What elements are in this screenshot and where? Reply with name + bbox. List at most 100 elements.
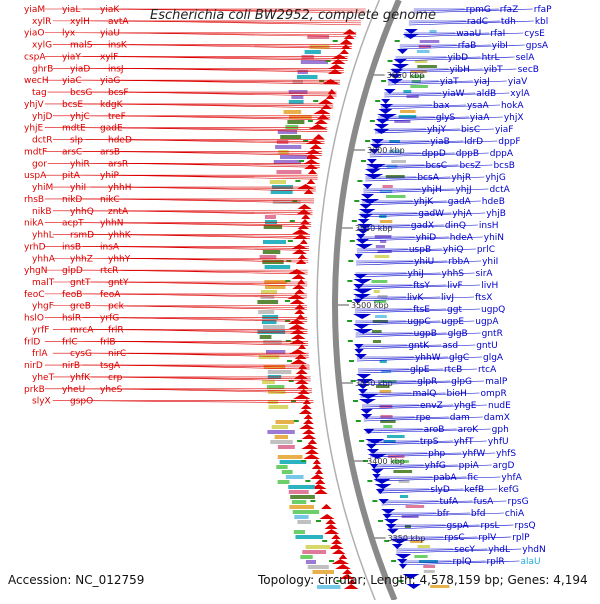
gene-label: bcsC	[425, 161, 447, 171]
forward-strand-feature	[338, 554, 348, 559]
annotation-block	[379, 360, 387, 363]
forward-strand-feature	[327, 89, 337, 94]
annotation-block	[294, 515, 309, 519]
gene-label: yhjE	[24, 124, 44, 134]
leader-line	[404, 32, 490, 36]
gene-label: hokA	[501, 101, 524, 111]
tick-dash	[359, 440, 365, 442]
leader-line	[363, 416, 449, 420]
leader-line	[120, 151, 323, 156]
reverse-strand-feature	[381, 509, 396, 514]
forward-strand-feature	[287, 269, 306, 274]
annotation-block	[376, 385, 390, 388]
gene-label: malP	[485, 377, 508, 387]
tick-dash	[398, 580, 404, 582]
gene-label: ugpA	[475, 317, 499, 327]
leader-line	[120, 269, 308, 275]
reverse-strand-feature	[373, 479, 391, 484]
tick-dash	[313, 100, 319, 102]
annotation-block	[394, 120, 411, 123]
tick-dash	[355, 420, 361, 422]
annotation-block	[379, 220, 393, 223]
annotation-block	[377, 250, 392, 253]
gene-label: malT	[32, 278, 55, 288]
gene-label: yrhD	[24, 242, 46, 252]
leader-line	[395, 56, 481, 60]
gene-label: dppD	[422, 149, 446, 159]
annotation-block	[423, 565, 436, 568]
gene-label: pck	[108, 302, 125, 312]
gene-label: cysE	[524, 29, 545, 39]
forward-strand-feature	[298, 364, 308, 369]
tick-dash	[319, 80, 325, 82]
leader-line	[380, 104, 500, 110]
tick-dash	[353, 400, 358, 402]
leader-line	[365, 176, 451, 180]
annotation-block	[295, 535, 323, 539]
forward-strand-feature	[297, 279, 306, 284]
reverse-strand-feature	[373, 129, 390, 134]
leader-line	[372, 464, 492, 470]
forward-strand-feature	[324, 524, 338, 529]
tick-dash	[303, 140, 309, 142]
leader-line	[120, 246, 310, 251]
forward-strand-feature	[316, 114, 330, 119]
gene-label: pitA	[62, 171, 81, 181]
annotation-block	[273, 160, 302, 164]
leader-line	[82, 198, 315, 202]
forward-strand-feature	[343, 584, 359, 589]
forward-strand-feature	[328, 64, 344, 69]
left-gene-labels: yiaM yiaL yiaK xylR xylH avtA yiaO lyx yiaU xylG m…	[24, 5, 366, 407]
annotation-block	[415, 60, 428, 63]
annotation-block	[377, 295, 388, 298]
leader-line	[408, 20, 534, 26]
leader-line	[90, 400, 314, 403]
reverse-strand-feature	[397, 49, 408, 54]
forward-strand-feature	[320, 104, 332, 109]
forward-strand-feature	[294, 304, 305, 309]
forward-strand-feature	[293, 394, 311, 399]
annotation-block	[430, 585, 450, 588]
leader-line	[391, 68, 517, 74]
gene-label: yhjK	[414, 197, 435, 207]
tick-dash	[332, 40, 338, 42]
annotation-block	[375, 315, 387, 318]
leader-line	[380, 104, 466, 108]
leader-line	[90, 352, 309, 356]
gene-label: glyS	[436, 113, 456, 123]
annotation-block	[285, 475, 304, 479]
leader-line	[355, 320, 475, 326]
reverse-strand-feature	[365, 169, 381, 174]
gene-label: slp	[70, 136, 83, 146]
reverse-strand-feature	[356, 234, 366, 239]
gene-label: yiaL	[62, 5, 80, 15]
annotation-block	[292, 510, 320, 514]
forward-strand-feature	[303, 419, 314, 424]
annotation-block	[277, 455, 303, 459]
gene-label: gntR	[482, 329, 503, 339]
forward-strand-feature	[339, 39, 353, 44]
gene-label: avtA	[108, 17, 129, 27]
leader-line	[381, 500, 507, 506]
annotation-block	[379, 390, 392, 393]
tick-dash	[293, 420, 299, 422]
leader-line	[128, 139, 325, 144]
forward-strand-feature	[339, 49, 350, 54]
tick-dash	[325, 60, 331, 62]
leader-line	[355, 272, 475, 278]
tick-dash	[287, 360, 292, 362]
leader-line	[372, 464, 458, 468]
annotation-block	[266, 350, 286, 354]
annotation-block	[277, 445, 295, 449]
annotation-block	[276, 140, 289, 144]
annotation-block	[262, 380, 275, 384]
reverse-strand-feature	[378, 109, 393, 114]
gene-label: yiaT	[440, 77, 459, 87]
annotation-block	[383, 440, 396, 443]
gene-label: yhiN	[484, 233, 504, 243]
gene-label: rtcR	[100, 266, 118, 276]
leader-line	[374, 128, 494, 134]
tick-dash	[394, 40, 400, 42]
annotation-block	[379, 190, 393, 193]
gene-label: xylF	[100, 52, 118, 62]
